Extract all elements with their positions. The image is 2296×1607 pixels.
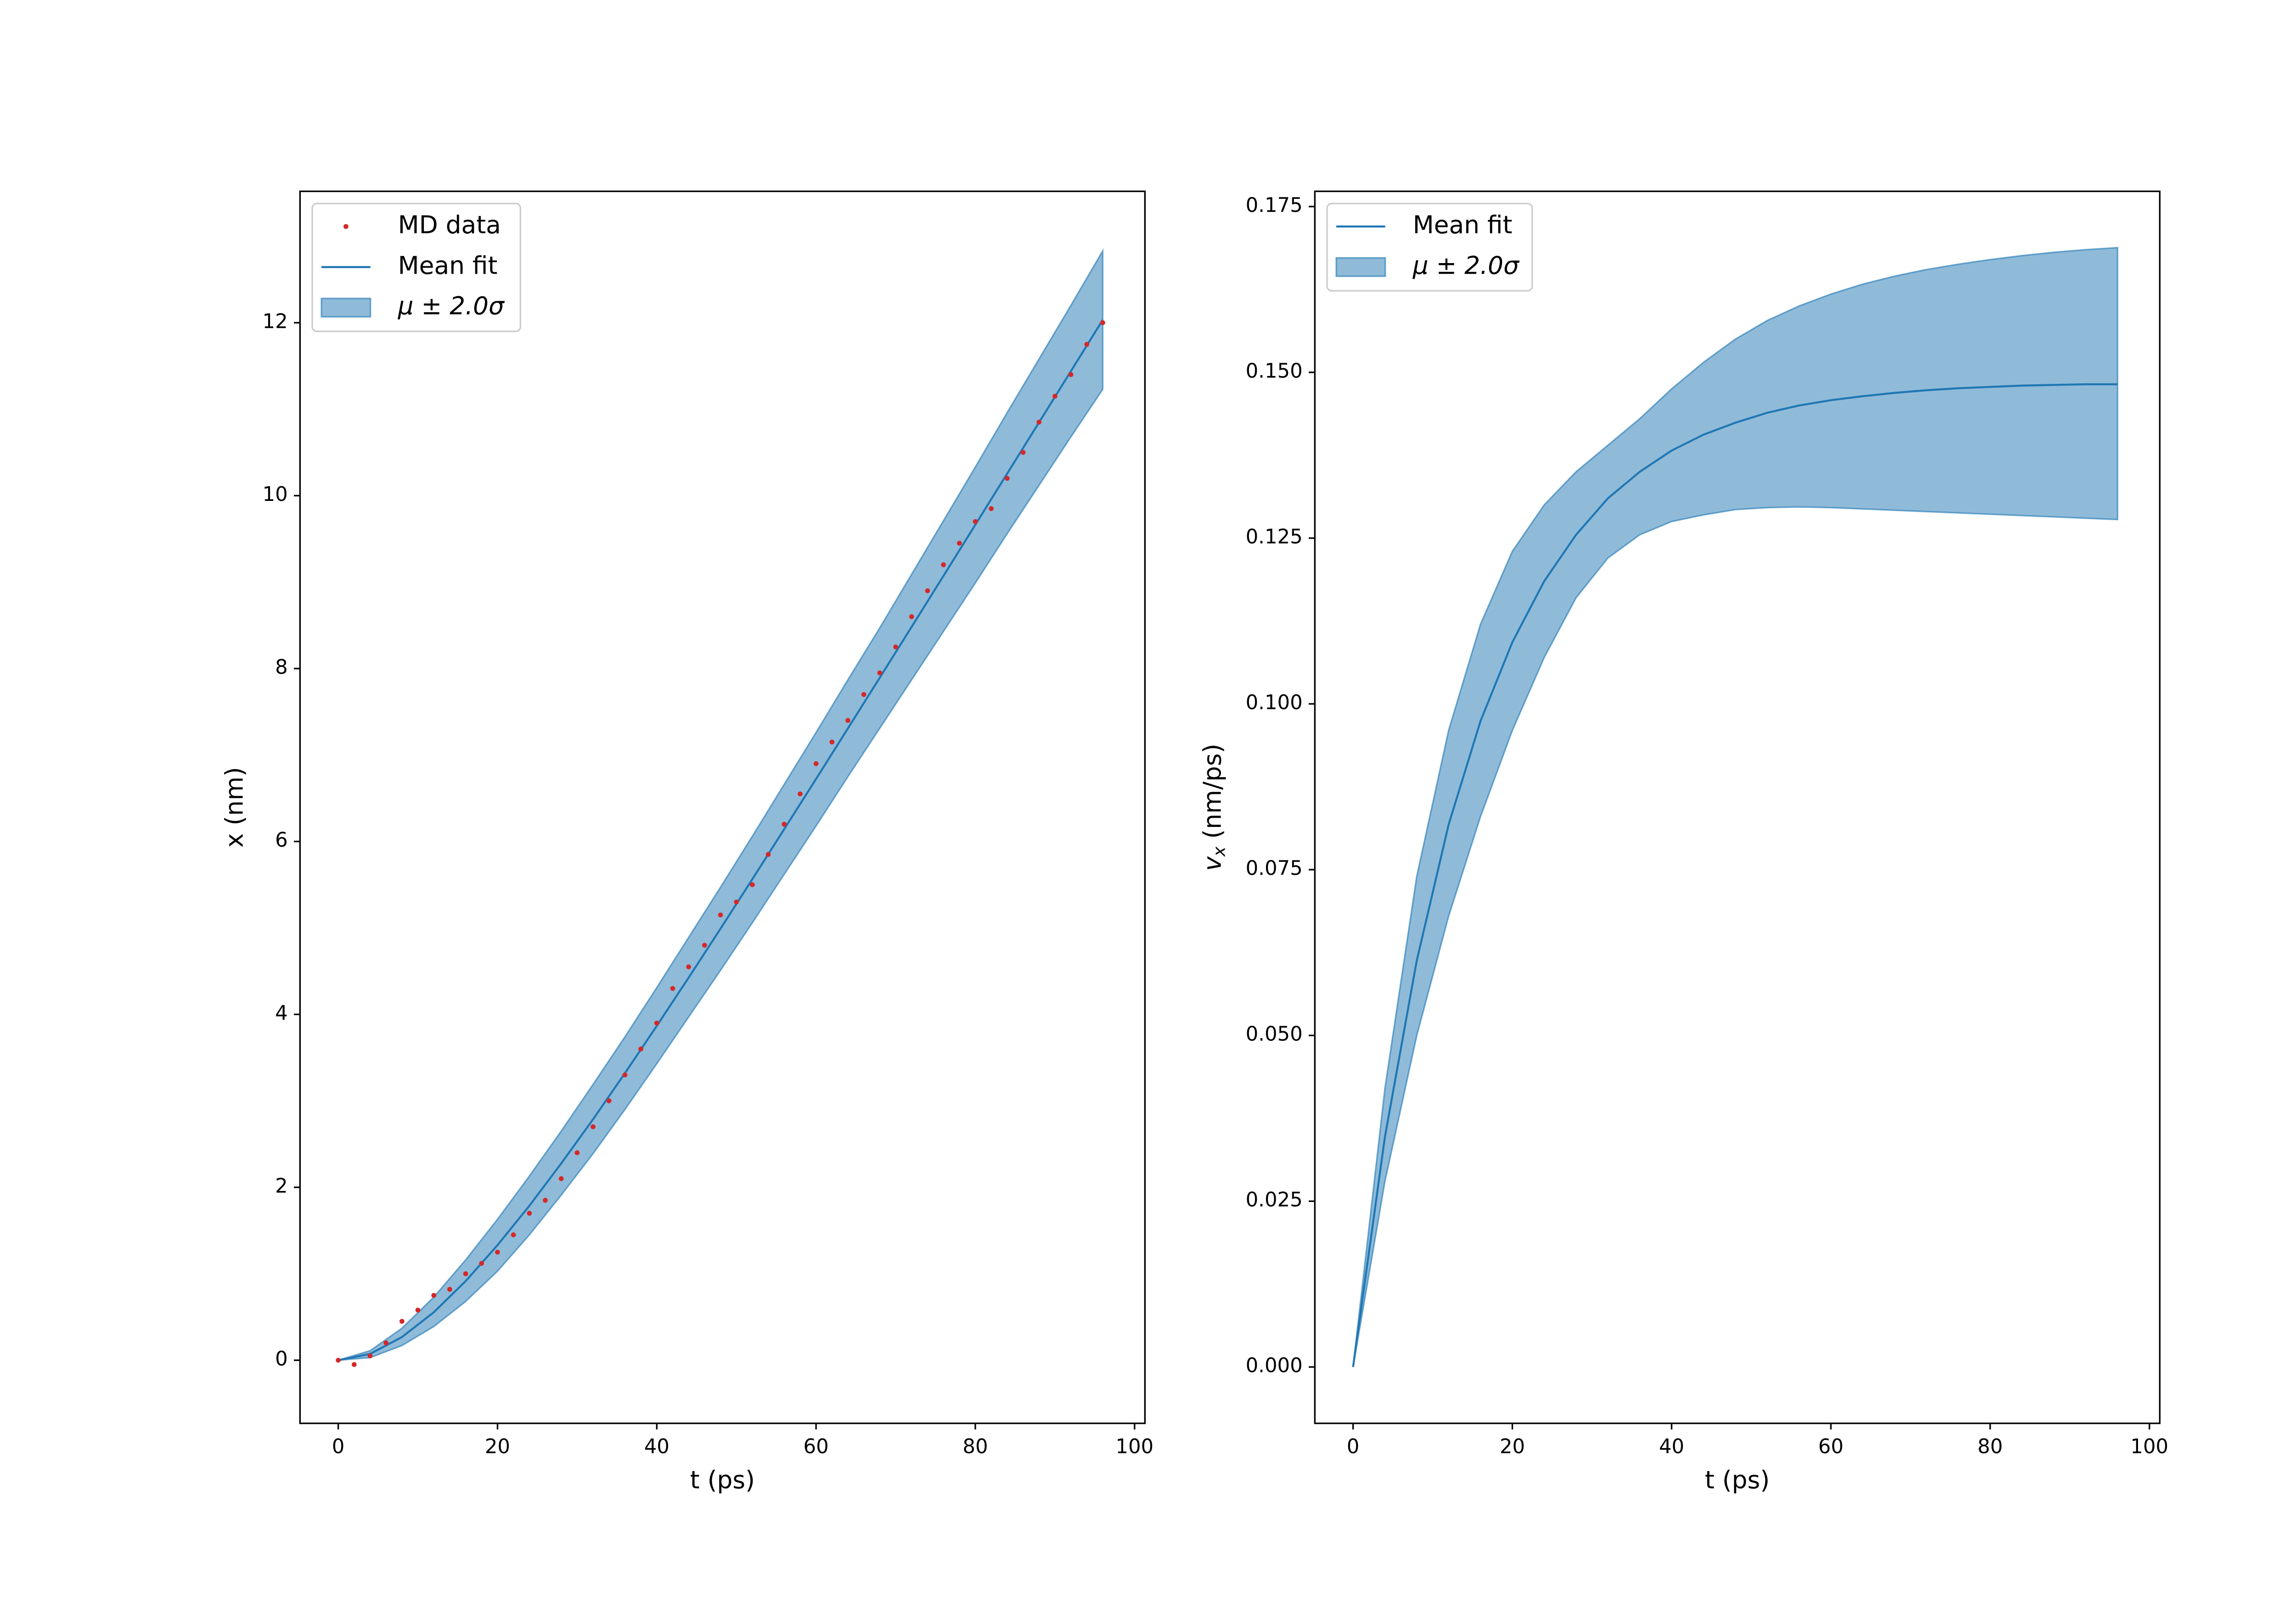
data-point <box>750 882 755 888</box>
y-tick-label: 12 <box>263 310 288 333</box>
data-point <box>813 761 819 766</box>
data-point <box>543 1197 548 1203</box>
y-tick-label: 0.000 <box>1246 1354 1303 1377</box>
x-tick-label: 0 <box>1347 1435 1360 1458</box>
data-point <box>463 1271 468 1276</box>
y-tick-label: 0.175 <box>1246 194 1303 217</box>
data-point <box>765 852 771 857</box>
x-tick-label: 40 <box>644 1435 670 1458</box>
data-point <box>734 899 739 905</box>
data-point <box>1036 420 1042 425</box>
y-label-part: x <box>1209 846 1229 857</box>
x-tick-label: 80 <box>1977 1435 2003 1458</box>
y-tick-label: 6 <box>275 829 288 852</box>
y-tick-label: 0.125 <box>1246 525 1303 548</box>
y-label-part: v <box>1198 856 1227 871</box>
x-tick-label: 100 <box>2130 1435 2168 1458</box>
data-point <box>511 1232 516 1237</box>
x-tick-label: 60 <box>1818 1435 1844 1458</box>
data-point <box>527 1211 532 1216</box>
data-point <box>638 1046 643 1051</box>
x-tick-label: 80 <box>962 1435 988 1458</box>
data-point <box>989 506 994 511</box>
data-point <box>336 1358 341 1363</box>
y-tick-label: 0 <box>275 1348 288 1371</box>
data-point <box>782 821 787 827</box>
data-point <box>702 943 707 948</box>
y-label-part: (nm/ps) <box>1198 744 1227 847</box>
data-point <box>973 519 978 524</box>
data-point <box>479 1261 484 1266</box>
data-point <box>1004 476 1010 481</box>
legend-patch <box>321 298 371 318</box>
data-point <box>558 1176 564 1181</box>
data-point <box>495 1249 500 1255</box>
data-point <box>1068 372 1074 377</box>
data-point <box>431 1292 437 1298</box>
data-point <box>893 644 898 650</box>
y-tick-label: 0.075 <box>1246 857 1303 880</box>
y-label-part: x (nm) <box>219 767 248 848</box>
data-point <box>654 1020 659 1026</box>
axes-frame <box>1314 191 2161 1424</box>
data-point <box>606 1098 612 1103</box>
data-point <box>447 1287 452 1292</box>
data-point <box>622 1072 628 1078</box>
data-point <box>845 718 850 723</box>
data-point <box>351 1362 357 1367</box>
x-tick-label: 20 <box>485 1435 510 1458</box>
legend-label: Mean fit <box>1413 210 1513 239</box>
legend-patch <box>1335 257 1386 277</box>
y-tick-label: 10 <box>263 483 288 506</box>
confidence-band <box>1352 247 2119 1367</box>
x-axis-label: t (ps) <box>690 1465 755 1494</box>
y-tick-label: 0.025 <box>1246 1189 1303 1212</box>
legend-label: MD data <box>398 210 501 239</box>
data-point <box>941 562 946 568</box>
x-tick-label: 20 <box>1500 1435 1525 1458</box>
data-point <box>415 1307 421 1313</box>
data-point <box>718 912 723 918</box>
data-point <box>1084 342 1090 347</box>
data-point <box>925 588 930 593</box>
legend-label: Mean fit <box>398 251 498 280</box>
data-point <box>957 540 962 546</box>
legend-label: μ ± 2.0σ <box>1412 251 1520 280</box>
data-point <box>591 1124 596 1129</box>
data-point <box>686 964 691 970</box>
legend-marker <box>343 224 349 229</box>
axes-frame <box>299 191 1146 1424</box>
y-axis-label: x (nm) <box>219 767 248 848</box>
mean-fit-line <box>338 319 1104 1361</box>
x-tick-label: 40 <box>1659 1435 1684 1458</box>
y-tick-label: 2 <box>275 1174 288 1197</box>
data-point <box>1100 320 1105 326</box>
x-tick-label: 100 <box>1115 1435 1154 1458</box>
x-tick-label: 0 <box>332 1435 345 1458</box>
data-point <box>670 986 675 991</box>
y-tick-label: 4 <box>275 1002 288 1025</box>
data-point <box>1020 450 1026 455</box>
data-point <box>877 670 883 675</box>
x-axis-label: t (ps) <box>1705 1465 1770 1494</box>
data-point <box>367 1353 373 1359</box>
data-point <box>861 692 867 697</box>
data-point <box>1052 393 1058 399</box>
data-point <box>829 739 835 745</box>
y-tick-label: 0.150 <box>1246 360 1303 382</box>
data-point <box>383 1340 388 1346</box>
y-axis-label: vx (nm/ps) <box>1198 744 1229 871</box>
data-point <box>798 791 803 797</box>
y-tick-label: 8 <box>275 656 288 679</box>
legend-label: μ ± 2.0σ <box>398 292 505 320</box>
data-point <box>399 1319 405 1324</box>
y-tick-label: 0.050 <box>1246 1023 1303 1046</box>
mean-fit-line <box>1352 383 2118 1367</box>
y-tick-label: 0.100 <box>1246 691 1303 714</box>
data-point <box>909 614 914 619</box>
x-tick-label: 60 <box>804 1435 829 1458</box>
data-point <box>574 1150 580 1155</box>
